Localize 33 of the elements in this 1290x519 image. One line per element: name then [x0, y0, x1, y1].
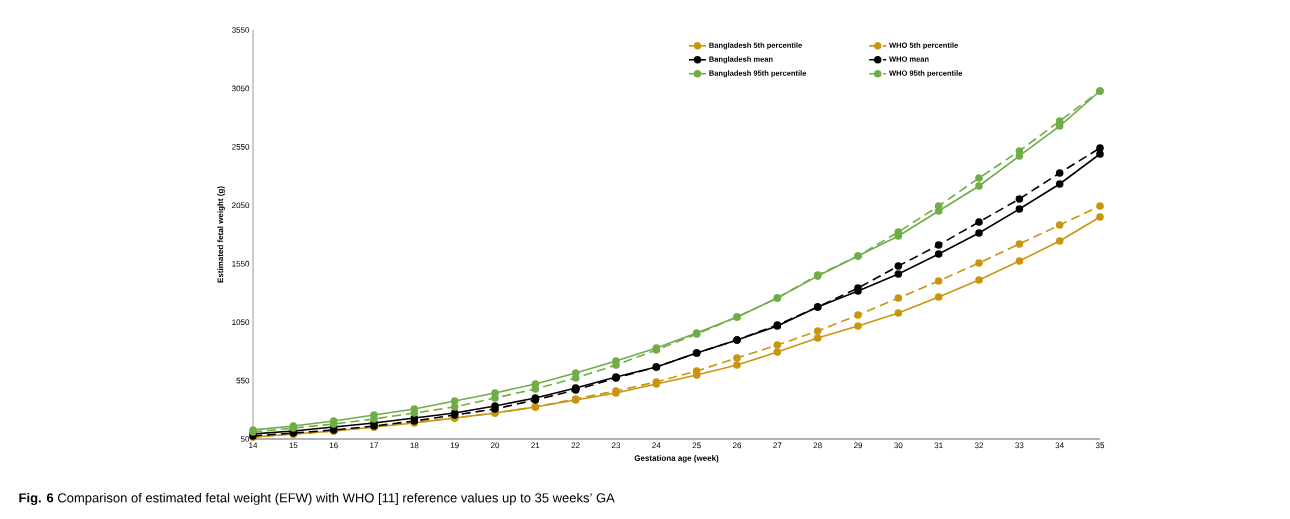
y-tick-label: 2050 [232, 202, 250, 209]
x-tick-label: 20 [490, 442, 500, 449]
x-tick-label: 23 [611, 442, 621, 449]
x-tick-label: 16 [329, 442, 338, 449]
x-tick-label: 34 [1055, 442, 1064, 449]
y-axis-title: Estimated fetal weight (g) [217, 186, 225, 283]
x-tick-label: 18 [410, 442, 419, 449]
x-tick-label: 22 [571, 442, 580, 449]
x-tick-label: 27 [773, 442, 782, 449]
y-tick-label: 2550 [232, 144, 250, 150]
x-tick-label: 26 [732, 442, 742, 449]
y-tick-label: 3550 [231, 27, 250, 33]
x-tick-label: 17 [370, 442, 379, 449]
x-tick-label: 25 [692, 442, 701, 449]
x-tick-label: 28 [813, 442, 822, 449]
y-tick-label: 1550 [232, 260, 250, 267]
x-tick-label: 24 [652, 442, 661, 449]
x-tick-label: 33 [1015, 442, 1024, 449]
y-tick-label: 50 [240, 436, 250, 442]
x-tick-label: 35 [1095, 442, 1105, 449]
x-tick-label: 29 [853, 442, 863, 449]
y-tick-label: 550 [236, 377, 250, 384]
x-tick-label: 14 [249, 442, 258, 449]
y-tick-label: 3050 [231, 85, 250, 92]
x-tick-label: 19 [450, 442, 459, 449]
text: Fig. 6 Comparison of estimated fetal weight (EFW) with WHO [11] reference values up to 35 weeks’ GA [19, 492, 615, 506]
x-tick-label: 21 [531, 442, 540, 449]
x-tick-label: 31 [934, 442, 943, 449]
x-tick-label: 30 [894, 442, 903, 449]
x-tick-label: 15 [289, 442, 298, 449]
x-tick-label: 32 [974, 442, 984, 449]
y-tick-label: 1050 [232, 319, 250, 325]
x-axis-title: Gestationa age (week) [634, 455, 719, 463]
